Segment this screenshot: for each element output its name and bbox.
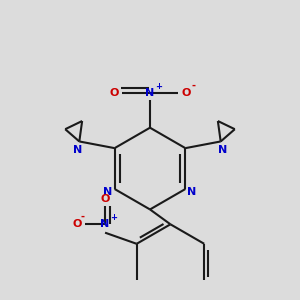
Text: N: N xyxy=(146,88,154,98)
Text: N: N xyxy=(188,187,197,197)
Text: N: N xyxy=(103,187,112,197)
Text: +: + xyxy=(110,213,117,222)
Text: O: O xyxy=(109,88,119,98)
Text: N: N xyxy=(100,220,110,230)
Text: +: + xyxy=(155,82,162,91)
Text: N: N xyxy=(218,145,227,154)
Text: O: O xyxy=(182,88,191,98)
Text: -: - xyxy=(80,212,84,222)
Text: N: N xyxy=(73,145,82,154)
Text: -: - xyxy=(191,81,196,91)
Text: O: O xyxy=(73,220,82,230)
Text: O: O xyxy=(100,194,110,204)
